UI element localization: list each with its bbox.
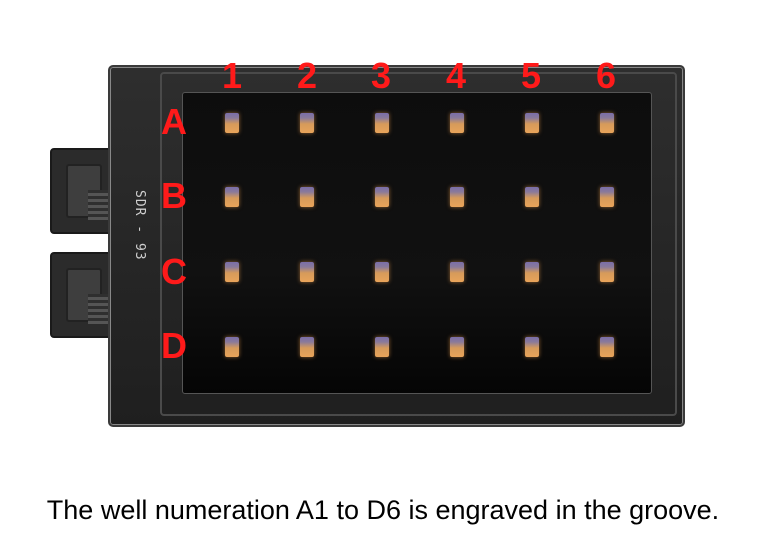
well-c1 — [225, 262, 239, 282]
well-d6 — [600, 337, 614, 357]
well-a3 — [375, 113, 389, 133]
connector-slot — [66, 164, 108, 220]
row-letter-b: B — [161, 175, 187, 216]
column-number-4: 4 — [445, 55, 467, 96]
well-a2 — [300, 113, 314, 133]
caption: The well numeration A1 to D6 is engraved… — [46, 495, 720, 525]
column-number-1: 1 — [221, 55, 243, 96]
well-b5 — [525, 187, 539, 207]
well-c5 — [525, 262, 539, 282]
plate-rim — [160, 72, 677, 416]
column-number-5: 5 — [520, 55, 542, 96]
well-d1 — [225, 337, 239, 357]
column-number-2: 2 — [296, 55, 318, 96]
well-b3 — [375, 187, 389, 207]
row-letter-c: C — [161, 251, 187, 292]
connector-bottom — [50, 252, 116, 338]
connector-pins — [88, 190, 108, 220]
row-letter-a: A — [161, 101, 187, 142]
well-b1 — [225, 187, 239, 207]
well-d2 — [300, 337, 314, 357]
well-c3 — [375, 262, 389, 282]
groove — [182, 92, 652, 394]
well-a6 — [600, 113, 614, 133]
device-label: SDR - 93 — [132, 189, 147, 261]
well-b6 — [600, 187, 614, 207]
connector-slot — [66, 268, 108, 324]
well-d3 — [375, 337, 389, 357]
well-c4 — [450, 262, 464, 282]
well-a1 — [225, 113, 239, 133]
connector-pins — [88, 294, 108, 324]
column-number-6: 6 — [595, 55, 617, 96]
well-b4 — [450, 187, 464, 207]
connector-top — [50, 148, 116, 234]
well-d5 — [525, 337, 539, 357]
well-b2 — [300, 187, 314, 207]
well-a4 — [450, 113, 464, 133]
well-c2 — [300, 262, 314, 282]
row-letter-d: D — [161, 325, 187, 366]
well-a5 — [525, 113, 539, 133]
well-c6 — [600, 262, 614, 282]
well-d4 — [450, 337, 464, 357]
column-number-3: 3 — [370, 55, 392, 96]
